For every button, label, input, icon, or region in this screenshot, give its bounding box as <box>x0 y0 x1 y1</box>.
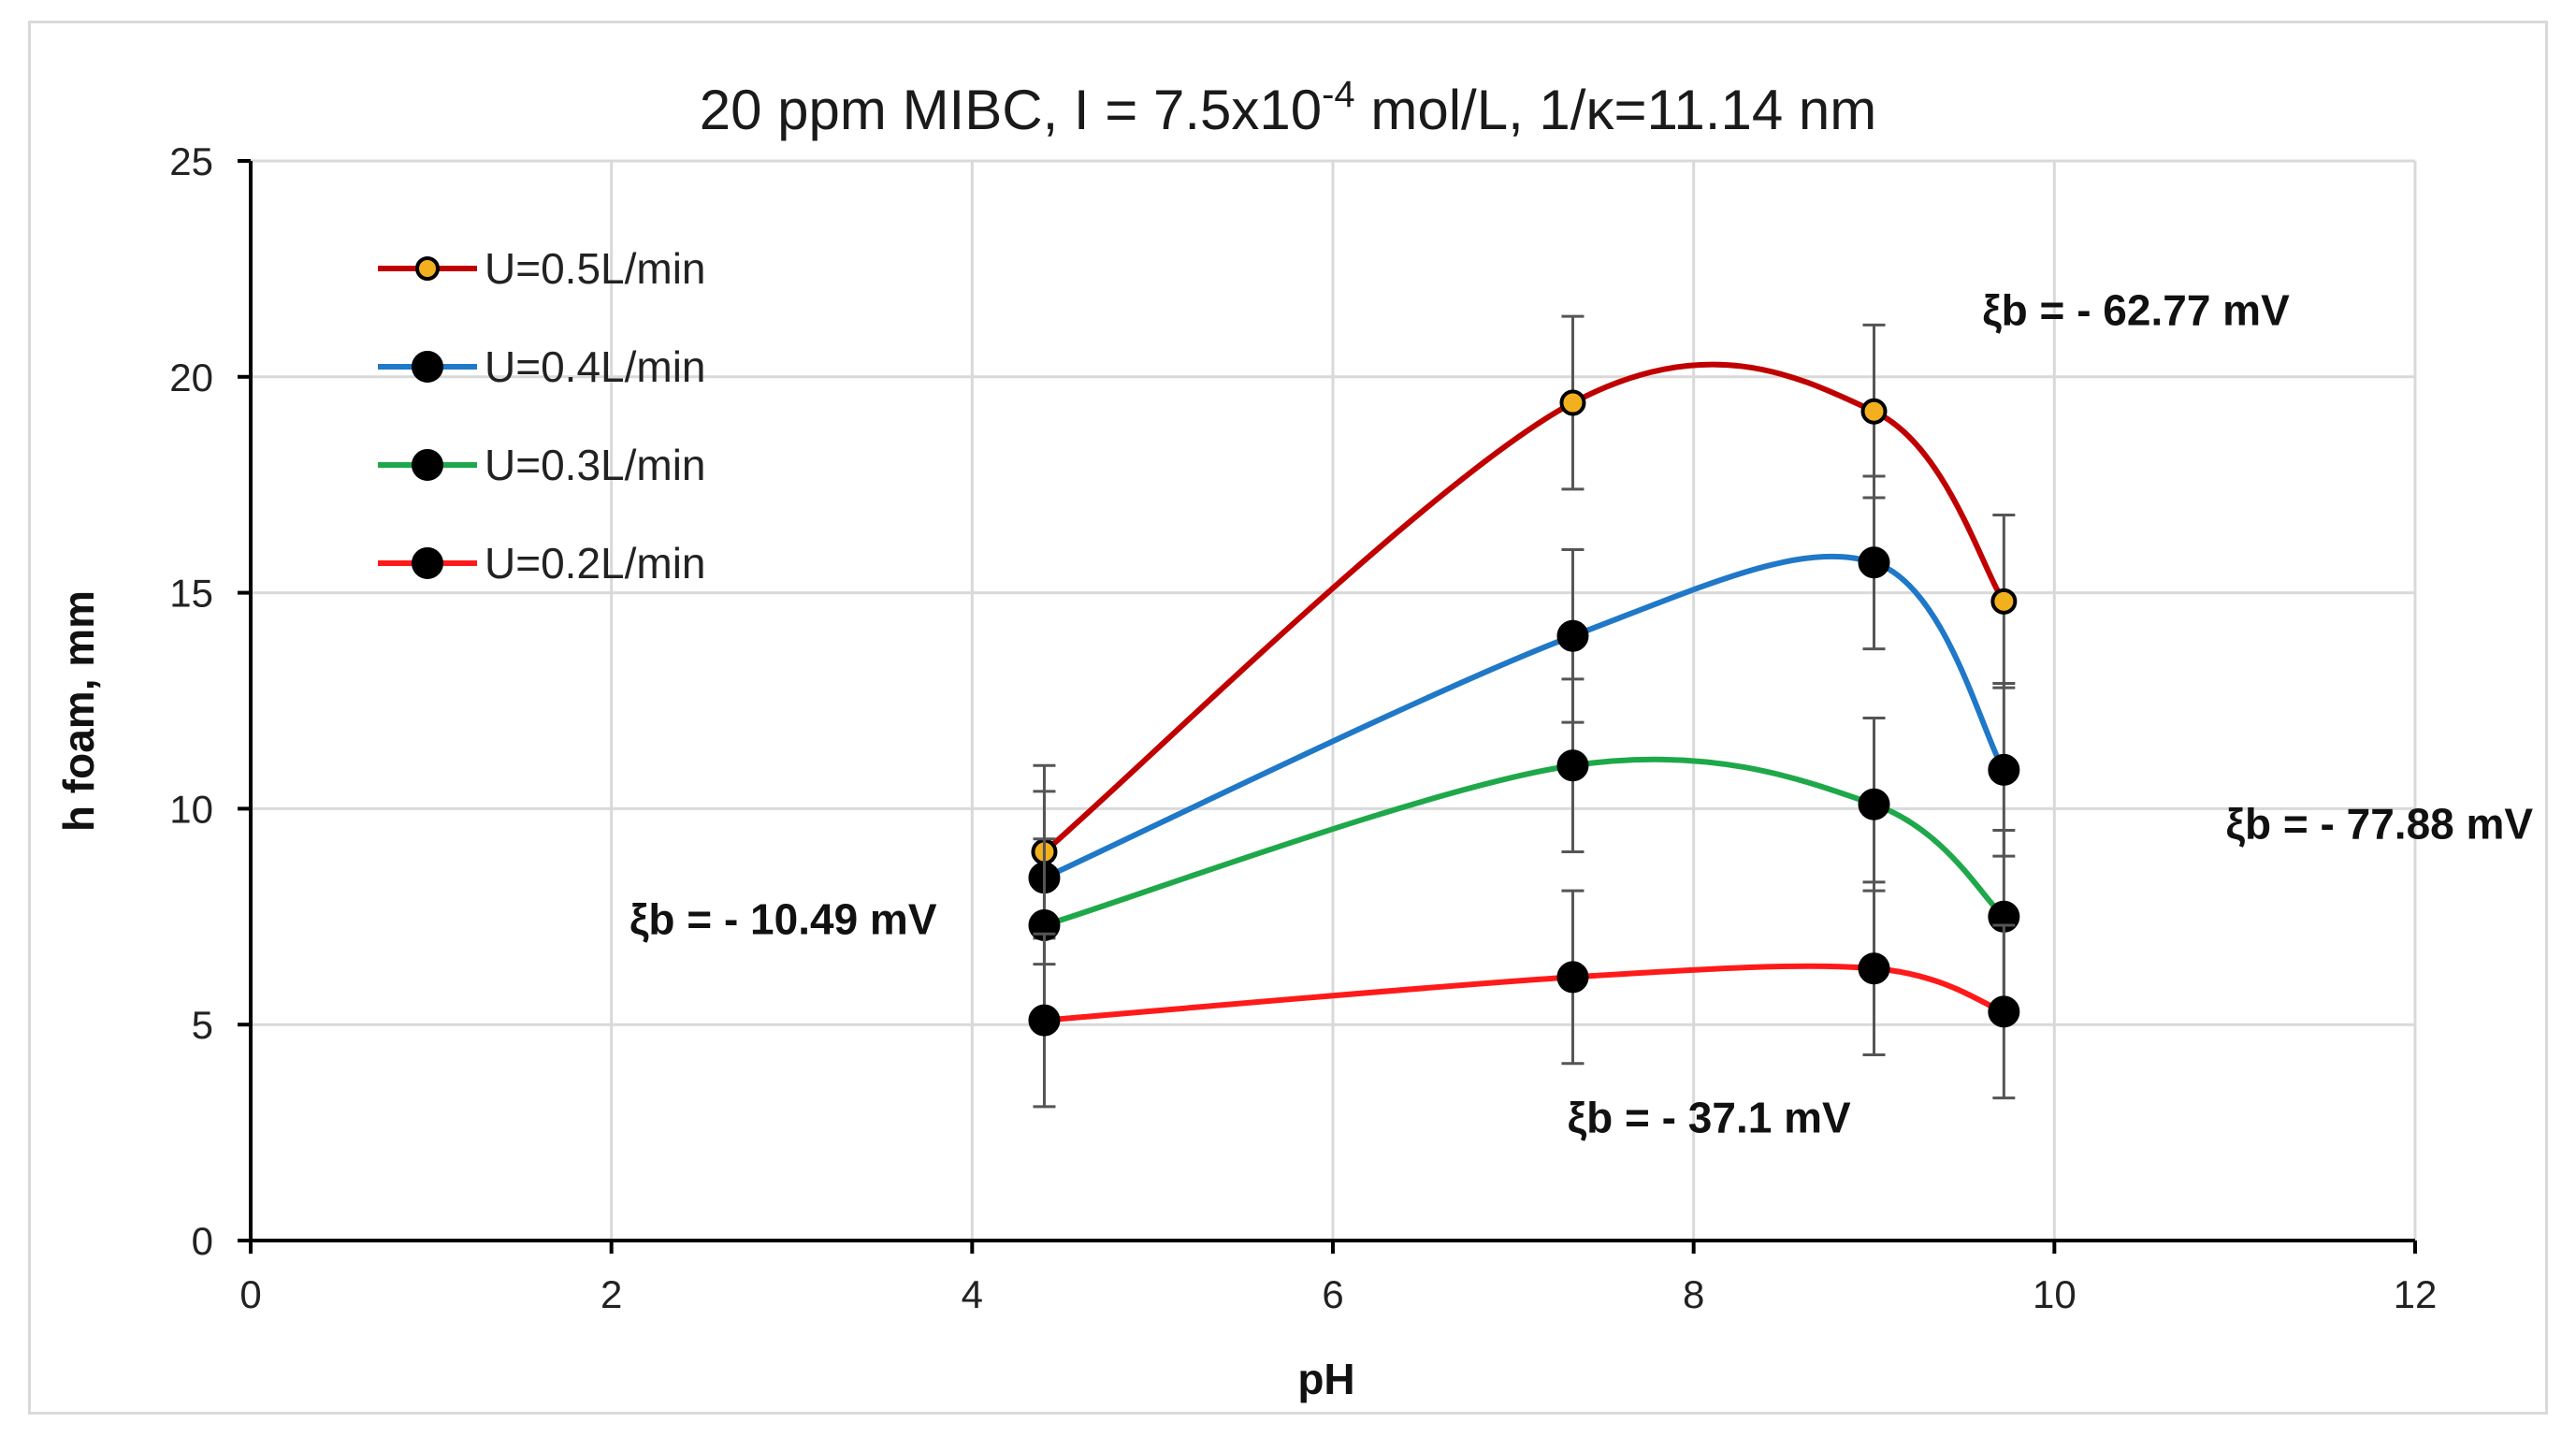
x-tick-label: 8 <box>1683 1272 1704 1316</box>
legend: U=0.5L/min U=0.4L/min U=0.3L/min U=0.2L/min <box>378 244 706 588</box>
x-tick-label: 2 <box>601 1272 622 1316</box>
data-point <box>1988 995 2020 1028</box>
zeta-annotation: ξb = - 62.77 mV <box>1982 285 2290 334</box>
y-axis-label: h foam, mm <box>54 590 103 832</box>
zeta-annotation: ξb = - 77.88 mV <box>2226 800 2534 849</box>
series <box>1028 314 2020 1109</box>
series-line <box>1042 361 2006 854</box>
x-tick-label: 4 <box>962 1272 983 1316</box>
data-point <box>1858 788 1890 820</box>
zeta-annotation: ξb = - 10.49 mV <box>630 894 937 943</box>
y-tick-label: 15 <box>169 572 213 616</box>
y-tick-label: 0 <box>192 1219 213 1263</box>
gridlines <box>251 159 2417 1241</box>
y-tick-label: 5 <box>192 1003 213 1047</box>
legend-marker <box>412 449 443 481</box>
chart-title-suffix: mol/L, 1/κ=11.14 nm <box>1355 79 1877 141</box>
legend-marker <box>415 256 440 281</box>
annotations: ξb = - 10.49 mV ξb = - 37.1 mV ξb = - 62.7… <box>630 285 2533 1141</box>
x-tick-label: 0 <box>239 1272 261 1316</box>
series-line <box>1043 553 2006 880</box>
legend-label: U=0.5L/min <box>485 244 706 293</box>
series-line <box>1043 756 2006 928</box>
chart-frame <box>28 21 2548 1415</box>
legend-item-u-0-3l-min: U=0.3L/min <box>378 441 706 489</box>
x-tick-label: 6 <box>1322 1272 1343 1316</box>
y-tick-label: 10 <box>169 787 213 831</box>
data-point <box>1990 588 2018 615</box>
data-point <box>1858 952 1890 985</box>
y-tick-label: 20 <box>169 356 213 399</box>
data-point <box>1556 749 1589 782</box>
legend-item-u-0-2l-min: U=0.2L/min <box>378 539 706 588</box>
legend-marker <box>412 351 443 383</box>
series-u-0-5l-min <box>1031 314 2018 940</box>
x-tick-label: 10 <box>2033 1272 2077 1316</box>
data-point <box>1860 398 1888 425</box>
legend-marker <box>412 547 443 579</box>
data-point <box>1028 1004 1061 1037</box>
x-axis-label: pH <box>1297 1355 1354 1403</box>
legend-label: U=0.2L/min <box>485 539 706 588</box>
chart-title-prefix: 20 ppm MIBC, I = 7.5x10 <box>700 79 1322 141</box>
legend-item-u-0-5l-min: U=0.5L/min <box>378 244 706 293</box>
data-point <box>1556 619 1589 652</box>
legend-label: U=0.3L/min <box>485 441 706 489</box>
chart-title-superscript: -4 <box>1322 74 1355 115</box>
legend-label: U=0.4L/min <box>485 342 706 391</box>
data-point <box>1559 389 1586 416</box>
zeta-annotation: ξb = - 37.1 mV <box>1568 1094 1851 1142</box>
x-tick-label: 12 <box>2394 1272 2438 1316</box>
axes: 0 2 4 6 8 10 12 0 5 10 15 20 25 <box>169 139 2437 1316</box>
series-u-0-2l-min <box>1028 880 2020 1109</box>
data-point <box>1988 753 2020 786</box>
chart-title: 20 ppm MIBC, I = 7.5x10-4 mol/L, 1/κ=11.… <box>700 74 1876 141</box>
series-line <box>1044 963 2005 1023</box>
data-point <box>1858 546 1890 579</box>
legend-item-u-0-4l-min: U=0.4L/min <box>378 342 706 391</box>
data-point <box>1556 961 1589 994</box>
y-tick-label: 25 <box>169 139 213 183</box>
